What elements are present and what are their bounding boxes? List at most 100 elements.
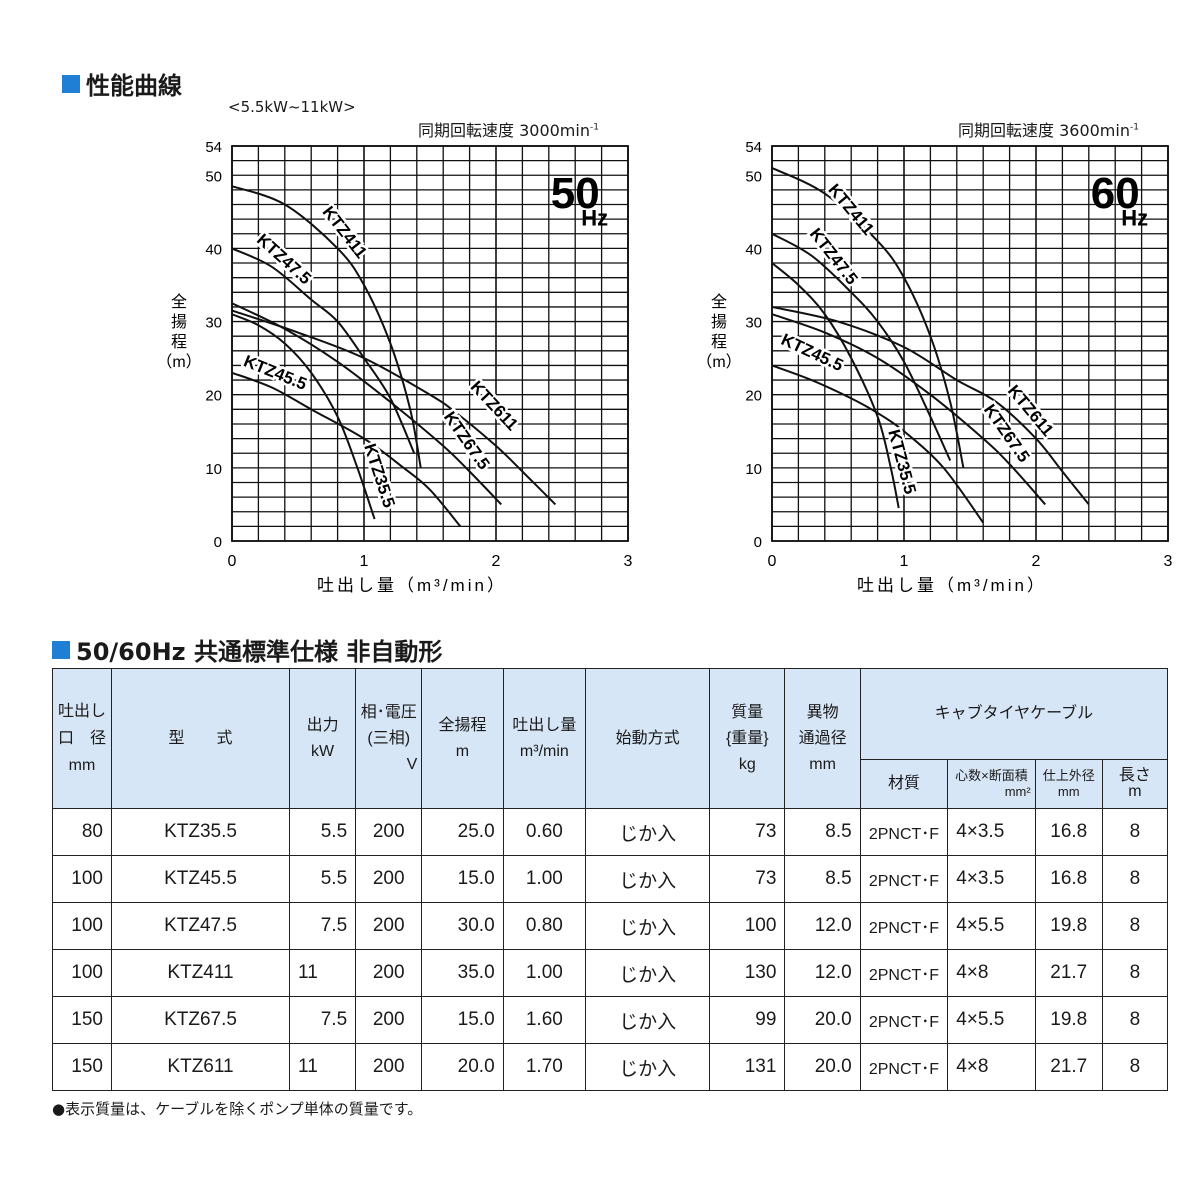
- col-header-voltage: 相･電圧 (三相) V: [355, 668, 423, 809]
- curve-KTZ611: [771, 305, 1090, 506]
- cell-model: KTZ47.5: [110, 902, 291, 950]
- x-tick-label: 0: [228, 553, 237, 570]
- curve-label: KTZ47.5: [253, 230, 315, 288]
- hz-value: 60: [1091, 169, 1140, 218]
- y-axis-label: 全: [171, 293, 187, 311]
- cell-solids: 20.0: [784, 1043, 861, 1091]
- cell-cores: 4×8: [947, 1043, 1036, 1091]
- cell-flow: 1.00: [502, 855, 587, 903]
- y-axis-label: 程: [711, 333, 727, 351]
- table-row: 100 KTZ47.5 7.5 200 30.0 0.80 じか入 100 12.0 2PNCT･…: [52, 902, 1169, 950]
- hz-value: 50: [551, 169, 600, 218]
- blue-square-icon: [52, 640, 70, 659]
- cell-start: じか入: [585, 1043, 711, 1091]
- curve-label: KTZ35.5: [360, 441, 399, 510]
- cell-head: 15.0: [421, 855, 504, 903]
- col-header-cable: キャブタイヤケーブル: [859, 668, 1169, 760]
- cell-od: 21.7: [1034, 949, 1103, 997]
- cell-start: じか入: [585, 902, 711, 950]
- cell-kg: 100: [709, 902, 786, 950]
- x-tick-label: 0: [768, 553, 777, 570]
- cell-material: 2PNCT･F: [859, 1043, 949, 1091]
- curve-KTZ411: [231, 185, 422, 469]
- col-header-cable-od: 仕上外径 mm: [1034, 759, 1103, 809]
- x-tick-label: 3: [1164, 553, 1173, 570]
- col-header-mass: 質量 {重量} kg: [709, 668, 786, 809]
- cell-kw: 5.5: [289, 855, 357, 903]
- curve-KTZ47.5: [231, 247, 416, 454]
- cell-bore: 100: [52, 902, 112, 950]
- cell-flow: 1.70: [502, 1043, 587, 1091]
- x-tick-label: 3: [624, 553, 633, 570]
- curve-label: KTZ411: [319, 203, 371, 262]
- cell-solids: 20.0: [784, 996, 861, 1044]
- cell-solids: 12.0: [784, 949, 861, 997]
- section-title-text: 50/60Hz 共通標準仕様 非自動形: [76, 638, 443, 666]
- section-title-text: 性能曲線: [86, 72, 182, 100]
- cell-len: 8: [1101, 902, 1169, 950]
- x-tick-label: 1: [900, 553, 909, 570]
- cell-v: 200: [355, 855, 423, 903]
- cell-od: 16.8: [1034, 855, 1103, 903]
- cell-bore: 150: [52, 996, 112, 1044]
- curve-KTZ611: [231, 309, 557, 506]
- cell-len: 8: [1101, 949, 1169, 997]
- cell-flow: 1.00: [502, 949, 587, 997]
- cell-start: じか入: [585, 855, 711, 903]
- cell-model: KTZ45.5: [110, 855, 291, 903]
- cell-head: 25.0: [421, 808, 504, 856]
- cell-len: 8: [1101, 855, 1169, 903]
- cell-kg: 131: [709, 1043, 786, 1091]
- table-row: 150 KTZ611 11 200 20.0 1.70 じか入 131 20.0 2PNCT･F 4…: [52, 1043, 1169, 1091]
- hz-unit: Hz: [581, 205, 608, 230]
- cell-v: 200: [355, 1043, 423, 1091]
- col-header-start: 始動方式: [585, 668, 711, 809]
- x-tick-label: 2: [1032, 553, 1041, 570]
- cell-solids: 12.0: [784, 902, 861, 950]
- cell-head: 15.0: [421, 996, 504, 1044]
- power-range-label: <5.5kW~11kW>: [228, 98, 356, 116]
- curve-KTZ47.5: [771, 232, 952, 461]
- table-row: 150 KTZ67.5 7.5 200 15.0 1.60 じか入 99 20.0 2PNCT･F…: [52, 996, 1169, 1044]
- performance-chart-50hz: 50 Hz 0 10 20 30 40 50 54 0 1 2 3 KTZ411 KTZ47.5 KTZ45.…: [150, 130, 650, 604]
- y-tick-label: 0: [754, 534, 762, 551]
- cell-solids: 8.5: [784, 808, 861, 856]
- curve-KTZ45.5: [771, 364, 985, 524]
- y-axis-label: 程: [171, 333, 187, 351]
- hz-unit: Hz: [1121, 205, 1148, 230]
- cell-cores: 4×5.5: [947, 996, 1036, 1044]
- blue-square-icon: [62, 74, 80, 93]
- cell-flow: 0.60: [502, 808, 587, 856]
- col-header-bore: 吐出し口 径 mm: [52, 668, 112, 809]
- table-row: 100 KTZ411 11 200 35.0 1.00 じか入 130 12.0 2PNCT･F 4…: [52, 949, 1169, 997]
- cell-kg: 73: [709, 808, 786, 856]
- cell-cores: 4×5.5: [947, 902, 1036, 950]
- y-tick-label: 10: [745, 461, 762, 478]
- cell-kw: 11: [289, 949, 357, 997]
- cell-head: 35.0: [421, 949, 504, 997]
- cell-material: 2PNCT･F: [859, 996, 949, 1044]
- cell-bore: 100: [52, 949, 112, 997]
- cell-kw: 7.5: [289, 902, 357, 950]
- section-title-spec: 50/60Hz 共通標準仕様 非自動形: [52, 632, 442, 667]
- y-tick-label: 20: [745, 388, 762, 405]
- curve-KTZ35.5: [231, 313, 376, 520]
- y-tick-label: 50: [745, 168, 762, 185]
- table-row: 100 KTZ45.5 5.5 200 15.0 1.00 じか入 73 8.5 2PNCT･F 4…: [52, 855, 1169, 903]
- cell-material: 2PNCT･F: [859, 949, 949, 997]
- curve-label: KTZ611: [467, 377, 522, 434]
- cell-head: 20.0: [421, 1043, 504, 1091]
- cell-cores: 4×3.5: [947, 808, 1036, 856]
- footnote: ●表示質量は、ケーブルを除くポンプ単体の質量です。: [52, 1100, 423, 1118]
- cell-kg: 130: [709, 949, 786, 997]
- y-tick-label: 10: [205, 461, 222, 478]
- cell-len: 8: [1101, 996, 1169, 1044]
- cell-kg: 99: [709, 996, 786, 1044]
- cell-kw: 11: [289, 1043, 357, 1091]
- cell-v: 200: [355, 996, 423, 1044]
- y-tick-label: 30: [205, 315, 222, 332]
- cell-model: KTZ35.5: [110, 808, 291, 856]
- cell-v: 200: [355, 808, 423, 856]
- cell-head: 30.0: [421, 902, 504, 950]
- curve-KTZ411: [771, 167, 965, 469]
